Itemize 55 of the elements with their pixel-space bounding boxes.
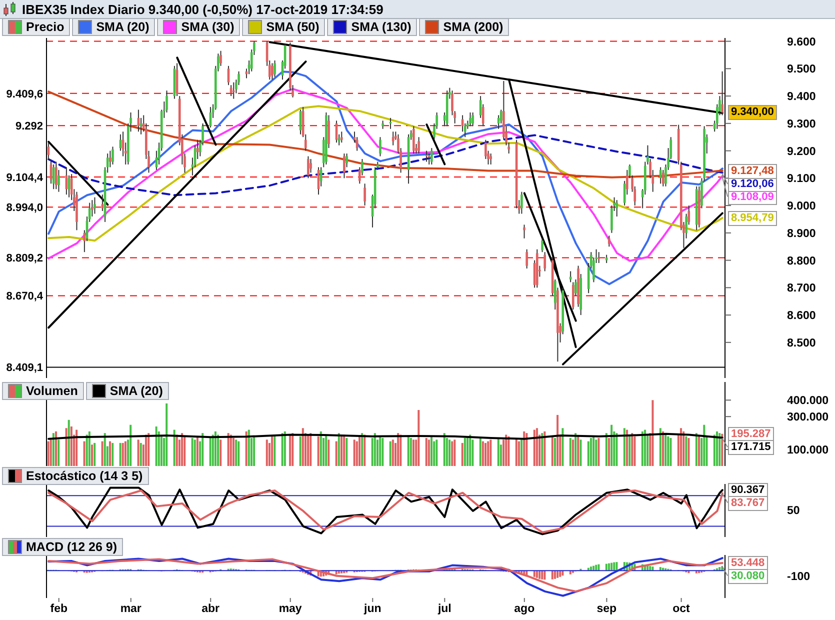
- annotation: 53.448: [728, 556, 768, 572]
- legend-label: Precio: [2, 18, 70, 36]
- ref-line-label: 9.292: [15, 120, 43, 133]
- annotation: 83.767: [728, 496, 768, 512]
- ref-line-label: 8.809,2: [6, 252, 43, 265]
- ref-line-label: 8.994,0: [6, 202, 43, 214]
- ref-line-label: 8.670,4: [6, 290, 44, 303]
- x-tick-label: mar: [120, 603, 142, 616]
- ref-line-label: 9.409,6: [6, 88, 43, 100]
- y-tick-label: 9.100: [787, 173, 816, 186]
- y-tick-label: 9.400: [787, 91, 816, 104]
- y-tick-label: 8.900: [787, 228, 816, 240]
- x-tick-label: jul: [436, 603, 452, 616]
- y-tick-label: 8.800: [787, 255, 816, 268]
- text: -100: [787, 570, 810, 584]
- data-label: 9.120,06: [728, 176, 777, 192]
- y-tick-label: 9.000: [787, 200, 816, 213]
- y-tick-label: 9.600: [787, 36, 816, 48]
- x-tick-label: may: [278, 603, 302, 616]
- legend-title: MACD (12 26 9): [2, 538, 123, 556]
- ref-line-label: 8.409,1: [6, 362, 43, 374]
- y-tick-label: 9.500: [787, 64, 816, 76]
- annotation: 9.340,00: [728, 105, 777, 120]
- x-tick-label: abr: [202, 603, 220, 616]
- chart-title: IBEX35 Index Diario 9.340,00 (-0,50%) 17-oct-2019 17:34:59: [22, 2, 384, 16]
- x-tick-label: feb: [50, 603, 68, 616]
- ref-line-label: 9.104,4: [6, 172, 44, 184]
- legend-label: SMA (20): [72, 18, 156, 36]
- text: 50: [787, 504, 800, 518]
- y-tick-label: 400.000: [787, 395, 829, 408]
- legend-title: Estocástico (14 3 5): [2, 467, 149, 485]
- data-label: 8.954,79: [728, 210, 777, 226]
- data-label: 171.715: [728, 440, 774, 455]
- y-tick-label: 300.000: [787, 412, 829, 424]
- data-label: 9.127,48: [728, 164, 777, 179]
- y-tick-label: 9.300: [787, 118, 816, 130]
- legend-label: Volumen: [2, 382, 84, 400]
- y-tick-label: 100.000: [787, 444, 829, 457]
- legend-label: SMA (20): [86, 382, 169, 400]
- legend-label: SMA (200): [419, 18, 510, 36]
- data-label: 195.287: [728, 426, 774, 442]
- y-tick-label: 9.200: [787, 146, 816, 158]
- x-tick-label: oct: [672, 603, 690, 616]
- x-tick-label: jun: [363, 603, 382, 616]
- legend-label: SMA (30): [157, 18, 240, 36]
- legend-label: SMA (50): [242, 18, 326, 36]
- data-label: 9.108,09: [728, 190, 777, 205]
- legend-label: SMA (130): [327, 18, 418, 36]
- annotation: 90.367: [728, 483, 768, 498]
- x-tick-label: ago: [514, 603, 535, 616]
- annotation: 30.080: [728, 569, 768, 584]
- x-tick-label: sep: [596, 603, 617, 616]
- y-tick-label: 8.700: [787, 282, 816, 295]
- y-tick-label: 8.500: [787, 337, 816, 350]
- y-tick-label: 8.600: [787, 310, 816, 322]
